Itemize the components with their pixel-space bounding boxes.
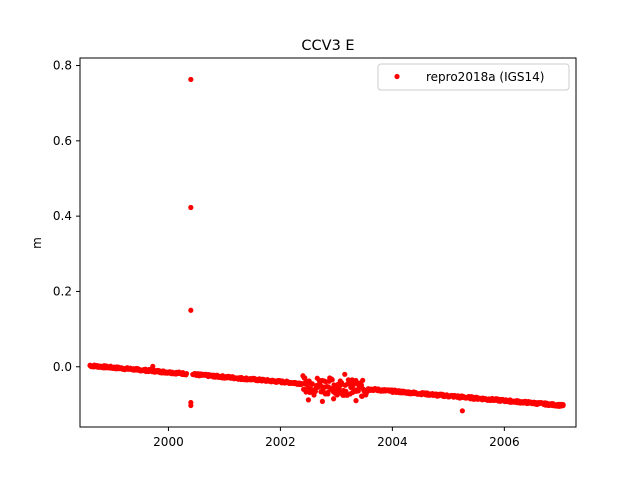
data-point — [305, 397, 312, 403]
data-point — [289, 380, 295, 386]
data-point — [317, 382, 323, 389]
data-point — [342, 371, 348, 377]
legend-box — [377, 63, 570, 91]
legend-label: repro2018a (IGS14) — [426, 70, 544, 84]
y-tick-label: 0.8 — [53, 59, 72, 73]
data-point — [367, 387, 373, 393]
data-point — [160, 370, 166, 376]
data-point — [560, 402, 566, 409]
data-point — [210, 374, 216, 380]
data-point — [121, 366, 127, 372]
data-point — [329, 377, 335, 383]
data-point — [182, 371, 188, 377]
data-point — [535, 401, 541, 407]
y-tick-label: 0.4 — [53, 209, 72, 223]
data-point — [524, 400, 530, 406]
axes: 2000 2002 2004 2006 0.0 0.2 0.4 0.6 0.8 — [53, 57, 577, 449]
data-point — [358, 393, 365, 399]
data-point — [358, 382, 365, 388]
plot-marks — [87, 76, 566, 414]
data-point — [459, 408, 465, 414]
data-point — [109, 365, 116, 371]
data-point — [221, 375, 228, 381]
data-point — [319, 398, 325, 404]
data-point — [95, 363, 102, 369]
x-tick-label: 2004 — [377, 435, 408, 449]
y-axis-label: m — [30, 237, 44, 249]
y-tick-label: 0.6 — [53, 134, 72, 148]
legend-marker — [394, 73, 400, 80]
data-point — [325, 389, 331, 395]
data-point — [308, 386, 314, 392]
data-point — [456, 395, 463, 401]
data-point — [378, 388, 384, 394]
data-point — [400, 390, 407, 396]
y-tick-label: 0.0 — [53, 360, 72, 374]
data-point — [412, 390, 418, 397]
x-tick-label: 2006 — [489, 435, 520, 449]
data-point — [350, 381, 356, 387]
plot-frame — [79, 57, 577, 428]
x-tick-label: 2000 — [153, 435, 184, 449]
data-point — [188, 76, 194, 83]
data-point — [470, 396, 477, 402]
data-point — [336, 384, 342, 391]
data-point — [496, 398, 502, 404]
data-point — [311, 392, 317, 398]
data-point — [331, 396, 337, 402]
data-point — [434, 393, 440, 399]
data-point — [238, 376, 244, 383]
data-point — [171, 370, 177, 377]
data-point — [188, 402, 194, 409]
data-point — [507, 399, 513, 405]
x-tick-label: 2002 — [265, 435, 296, 449]
data-point — [149, 368, 155, 374]
data-point — [302, 375, 308, 381]
data-point — [303, 381, 309, 387]
data-point — [445, 394, 451, 400]
data-point — [389, 389, 395, 395]
y-tick-label: 0.2 — [53, 284, 72, 298]
data-point — [353, 398, 359, 404]
data-point — [188, 307, 194, 313]
chart-title: CCV3 E — [301, 38, 354, 54]
data-point — [423, 392, 429, 398]
legend: repro2018a (IGS14) — [377, 63, 570, 91]
data-point — [150, 363, 156, 369]
data-point — [272, 379, 278, 385]
data-point — [546, 402, 552, 408]
data-point — [87, 362, 93, 368]
data-point — [196, 373, 202, 379]
data-point — [309, 381, 315, 387]
data-point — [255, 378, 261, 384]
data-point — [360, 377, 366, 383]
data-point — [484, 397, 491, 403]
data-point — [188, 204, 194, 211]
data-point — [135, 367, 141, 373]
